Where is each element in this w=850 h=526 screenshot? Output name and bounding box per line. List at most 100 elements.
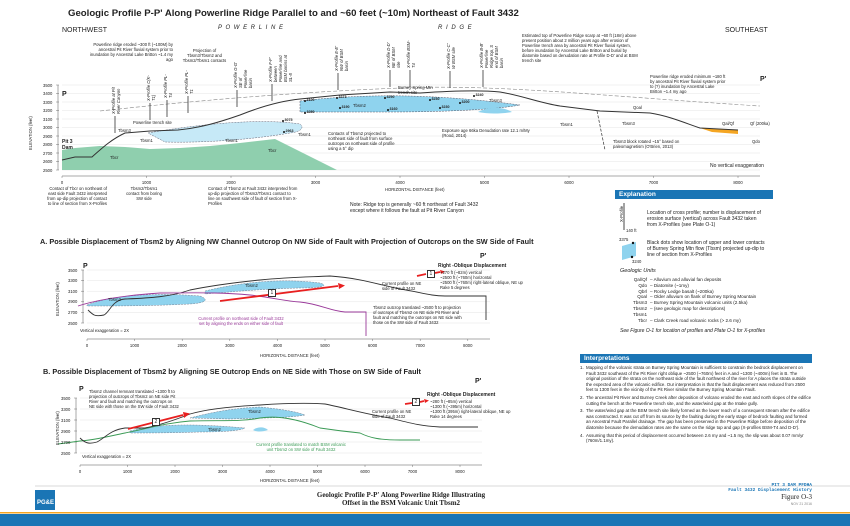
unit-label-tbsm2: Tbsm2 — [353, 103, 366, 108]
section-b-y-axis-label: ELEVATION (feet) — [55, 411, 60, 445]
tbsm2-lens-east — [478, 107, 512, 114]
direction-northwest: NORTHWEST — [62, 27, 107, 34]
x-tick-label: 5000 — [312, 469, 323, 474]
x-tick-label: 1000 — [141, 180, 152, 185]
interpretation-text: Mapping of the volcanic strata on Burney… — [586, 365, 806, 393]
annotation-contact-tbcr: Contact of Tbcr on northeast of east sid… — [47, 186, 107, 206]
section-b-vertical-exaggeration: Vertical exaggeration = 2X — [82, 454, 132, 459]
section-a-displacement-arrow — [219, 285, 339, 302]
section-b-current-ne: Current profile on NE side of Fault 3432 — [372, 409, 412, 419]
y-tick-label: 3300 — [43, 99, 53, 105]
y-tick-label: 2700 — [43, 150, 53, 156]
x-profile-label: X-Profile B-B' Powerline Ridge top, S en… — [479, 42, 504, 68]
section-b-legend-marker: 2 — [412, 398, 420, 406]
footer-caption-line1: Geologic Profile P-P' Along Powerline Ri… — [316, 491, 486, 499]
annotation-powerline-trench: Powerline trench site — [133, 120, 172, 125]
y-tick-label: 3300 — [68, 278, 78, 284]
figure-number: Figure O-3 — [781, 493, 812, 501]
unit-code: Qal/Qf — [633, 277, 647, 282]
interpretation-item: 3. The water/wind gap at the BSM trench s… — [580, 408, 812, 430]
annotation-ridge-eroded-300: Powerline ridge eroded ~300 ft (~100M) b… — [90, 42, 173, 62]
elevation-label: 3290 — [386, 95, 395, 99]
interpretation-text: The water/wind gap at the BSM trench sit… — [586, 408, 811, 430]
x-profile-label: X-Profile BSM-T4 — [406, 40, 416, 68]
section-a-p-label: P — [83, 263, 88, 270]
section-a-current-purple: Current profile on northeast side of Fau… — [198, 316, 284, 326]
unit-description: – Burney Spring Mountain volcanic units … — [650, 300, 748, 306]
x-tick-label: 8000 — [733, 180, 743, 185]
annotation-pit3-dam: Pit 3 Dam — [62, 139, 73, 151]
section-a-unit-tbsm2-east: Tbsm2 — [245, 283, 258, 288]
section-a-legend-marker: 1 — [427, 270, 435, 278]
unit-description: – (see geologic map for descriptions) — [650, 305, 726, 311]
unit-label-tbcr-east: Tbcr — [268, 148, 277, 153]
tbsm1-lens — [147, 121, 303, 143]
x-tick-label: 2000 — [226, 180, 236, 185]
section-b-channel: Tbsm2 channel remnant translated ~1300 f… — [89, 389, 179, 409]
section-b-marker: 2 — [152, 418, 160, 426]
unit-description: – Older alluvium on flank of Burney Spri… — [650, 294, 757, 300]
upper-contact-dot — [631, 241, 635, 245]
unit-label-qdo: Qdo — [752, 139, 760, 144]
elevation-label: 2963 — [285, 129, 294, 133]
ridge-label-ridge: R I D G E — [438, 25, 473, 31]
annotation-burney-trench: Burney Spring Mtn trench site — [398, 85, 433, 95]
geologic-unit-row: Qdo – Diatomite (~1my) — [611, 283, 756, 289]
x-tick-label: 3000 — [225, 343, 235, 348]
unit-label-tbsm3-se: Tbsm3 — [622, 121, 635, 126]
contact-dot — [439, 107, 441, 109]
x-tick-label: 6000 — [367, 343, 378, 348]
section-b-legend-arrow — [404, 402, 413, 405]
interpretation-item: 4. Assuming that this period of displacem… — [580, 433, 812, 444]
contact-dot — [429, 99, 431, 101]
unit-code: Tbsm1 — [632, 311, 647, 317]
section-b-unit-tbsm2-upper: Tbsm2 — [248, 409, 261, 414]
annotation-tbsm3-rotated: Tbsm3 block rotated ~15° based on paleom… — [613, 139, 680, 149]
section-b-disp-line: ~1300 ft (~395m) horizontal — [430, 404, 482, 409]
unit-description: – Alluvium and alluvial fan deposits — [650, 277, 722, 282]
x-tick-label: 4000 — [265, 469, 275, 474]
interpretations-header: Interpretations — [580, 354, 812, 363]
contact-dot — [387, 109, 389, 111]
annotation-no-vertical-exaggeration: No vertical exaggeration — [710, 163, 764, 169]
unit-label-tbcr-west: Tbcr — [110, 155, 119, 160]
unit-code: Qoal — [637, 294, 647, 300]
section-b-disp-line: ~1300 ft (395m) right-lateral oblique, N… — [430, 409, 511, 414]
x-tick-label: 2000 — [177, 343, 187, 348]
tbsm-contact-symbol — [622, 242, 636, 260]
unit-code: Tbcr — [637, 317, 647, 323]
section-a-translated: Tbsm2 outcrop translated ~2500 ft to pro… — [373, 305, 462, 325]
elevation-label: 3190 — [341, 105, 350, 109]
y-tick-label: 3100 — [68, 288, 78, 294]
y-tick-label: 3200 — [43, 108, 53, 113]
annotation-estimated-top: Estimated top of Powerline Ridge scarp a… — [522, 33, 638, 63]
x-tick-label: 1000 — [129, 343, 140, 348]
section-b-p-label: P — [79, 386, 84, 393]
section-b-p-prime-label: P' — [475, 378, 482, 385]
interpretation-item: 1. Mapping of the volcanic strata on Burn… — [580, 365, 812, 393]
y-tick-label: 3100 — [43, 116, 53, 122]
section-a-vertical-exaggeration: Vertical exaggeration = 2X — [80, 328, 130, 333]
section-a-disp-line: ~2500 ft (~760m) horizontal — [440, 275, 492, 280]
geologic-units-list: Qal/Qf – Alluvium and alluvial fan deposi… — [611, 277, 756, 323]
elevation-label: 3120 — [306, 98, 315, 102]
geologic-unit-row: Qoal – Older alluvium on flank of Burney … — [611, 294, 756, 300]
x-profile-symbol-value: 140 ft — [626, 228, 637, 233]
tbcr-unit-area — [62, 139, 337, 170]
section-b-green-profile — [57, 416, 420, 445]
fault-3432-trace — [596, 110, 606, 151]
x-tick-label: 5000 — [479, 180, 490, 185]
explanation-header: Explanation — [615, 190, 773, 199]
footer-caption-line2: Offset in the BSM Volcanic Unit Tbsm2 — [341, 499, 461, 507]
contact-dot — [339, 107, 341, 109]
x-profile-label: X-Profile G-G' SE of Powerline basin — [233, 62, 253, 88]
interpretations-list: 1. Mapping of the volcanic strata on Burn… — [580, 365, 812, 444]
erosion-surface-dashed — [99, 86, 761, 112]
x-profile-label: X-Profile D-D' NE of BSM site — [386, 42, 401, 68]
dots-description: Black dots show location of upper and lo… — [647, 240, 765, 258]
geologic-unit-row: Tbsm3– Burney Spring Mountain volcanic u… — [611, 300, 756, 306]
annotation-contact-boring: Tbsm2/Tbsm1 contact from boring SW side — [126, 186, 162, 201]
contact-dot — [282, 120, 284, 122]
contact-dot — [384, 97, 386, 99]
x-tick-label: 1000 — [122, 469, 133, 474]
